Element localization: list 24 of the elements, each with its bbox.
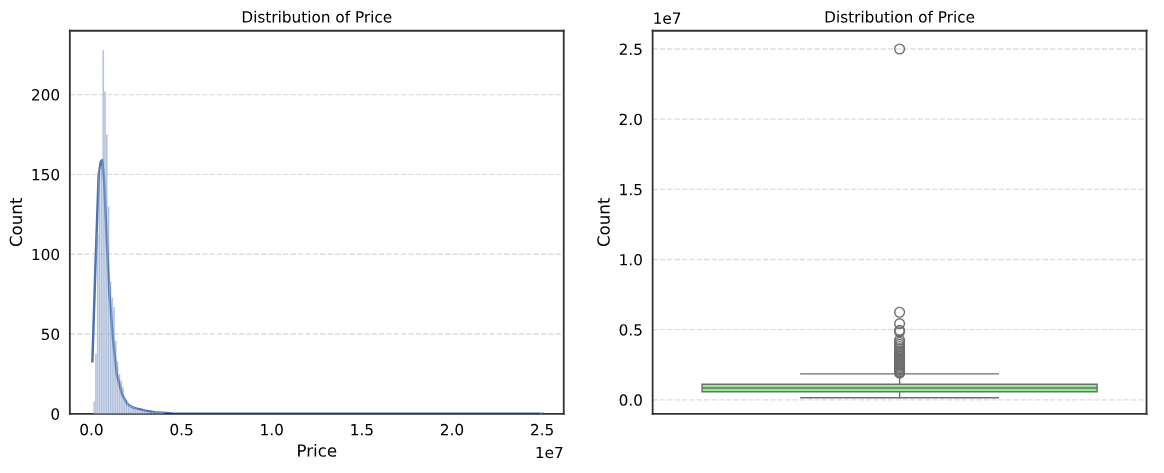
- y-axis-title: Count: [597, 197, 610, 247]
- chart-title: Distribution of Price: [242, 10, 392, 23]
- x-tick-label: 1.0: [261, 423, 283, 436]
- y-tick-label: 1.5: [620, 184, 642, 196]
- y-tick-label: 50: [41, 328, 60, 341]
- x-axis-title: Price: [298, 443, 337, 457]
- y-tick-label: 1.0: [620, 253, 642, 266]
- y-tick-label: 2.0: [619, 113, 642, 126]
- y-tick-label: 2.5: [619, 43, 642, 56]
- x-tick-label: 0.0: [80, 423, 103, 436]
- y-tick-label: 200: [32, 89, 60, 101]
- x-tick-label: 0.5: [170, 423, 193, 436]
- y-tick-label: 0.5: [619, 324, 642, 336]
- x-tick-label: 2.0: [440, 423, 464, 436]
- y-tick-label: 0: [51, 408, 60, 420]
- chart-title: Distribution of Price: [825, 10, 975, 23]
- y-tick-label: 100: [32, 248, 60, 261]
- y-tick-label: 150: [32, 168, 60, 181]
- text: 1e7: [654, 12, 681, 24]
- y-axis-title: Count: [9, 197, 23, 247]
- text: 1e7: [536, 446, 563, 459]
- x-tick-label: 1.5: [351, 424, 373, 436]
- y-tick-label: 0.0: [619, 394, 642, 406]
- x-tick-label: 2.5: [531, 423, 553, 436]
